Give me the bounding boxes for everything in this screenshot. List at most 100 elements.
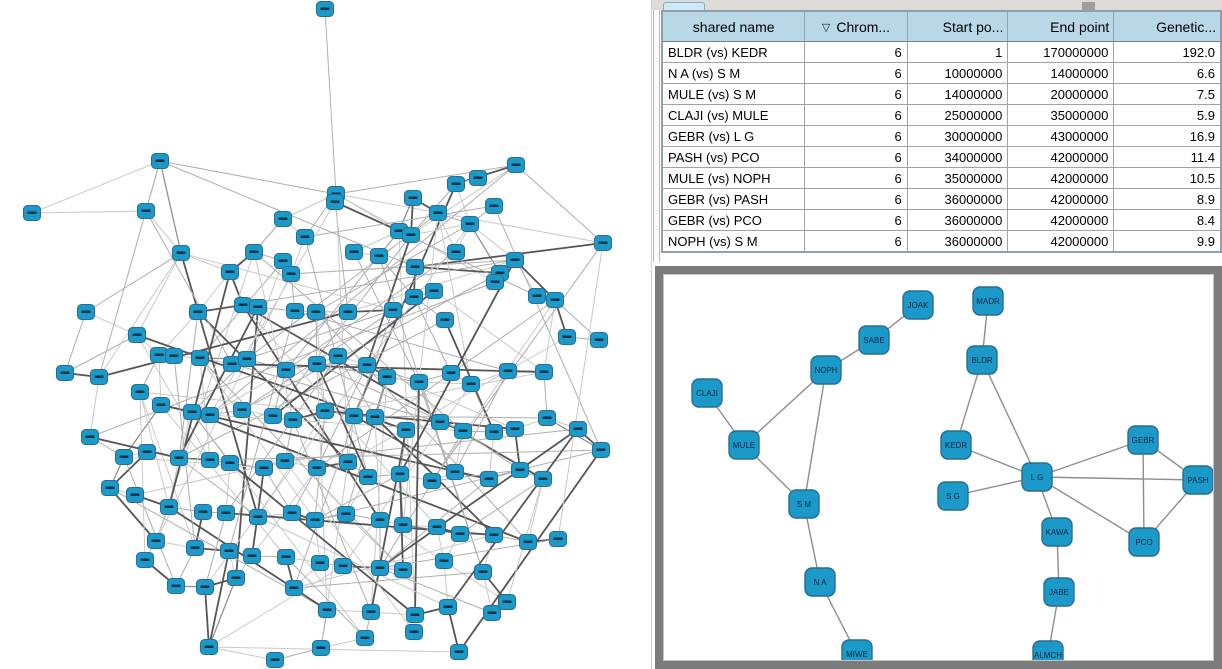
network-node[interactable] [196,579,214,595]
network-node[interactable] [592,442,610,458]
table-scrollbar-track[interactable] [653,10,660,262]
network-node[interactable] [507,157,525,173]
subnetwork-node[interactable]: CLAJI [691,378,723,408]
network-node[interactable] [549,531,567,547]
cell-value[interactable]: 6 [804,83,908,105]
table-row[interactable]: MULE (vs) S M 6 14000000 20000000 7.5 [661,83,1222,105]
network-node[interactable] [238,351,256,367]
network-node[interactable] [486,274,504,290]
network-node[interactable] [506,252,524,268]
subnetwork-edge[interactable] [1036,476,1199,481]
cell-value[interactable]: 42000000 [1007,188,1115,210]
cell-shared-name[interactable]: BLDR (vs) KEDR [661,41,806,63]
table-row[interactable]: GEBR (vs) PCO 6 36000000 42000000 8.4 [661,209,1222,231]
network-node[interactable] [339,454,357,470]
network-node[interactable] [81,429,99,445]
network-node[interactable] [194,504,212,520]
network-node[interactable] [358,357,376,373]
network-node[interactable] [283,505,301,521]
splitter-grip[interactable] [1082,2,1095,10]
network-node[interactable] [249,509,267,525]
network-node[interactable] [485,198,503,214]
network-node[interactable] [345,408,363,424]
subnetwork-node[interactable]: S G [937,481,969,511]
cell-shared-name[interactable]: MULE (vs) NOPH [661,167,806,189]
network-node[interactable] [220,543,238,559]
cell-value[interactable]: 9.9 [1113,230,1222,253]
cell-shared-name[interactable]: GEBR (vs) PASH [661,188,806,210]
table-row[interactable]: CLAJI (vs) MULE 6 25000000 35000000 5.9 [661,104,1222,126]
network-node[interactable] [277,362,295,378]
network-node[interactable] [326,194,344,210]
subnetwork-canvas[interactable]: JOAK MADR SABE NOPH BLDR CLAJI MULE KEDR GEBR S M… [664,275,1213,660]
cell-value[interactable]: 8.4 [1113,209,1222,231]
cell-value[interactable]: 8.9 [1113,188,1222,210]
cell-value[interactable]: 42000000 [1007,146,1115,168]
network-node[interactable] [337,506,355,522]
network-node[interactable] [223,356,241,372]
subnetwork-node[interactable]: SABE [858,325,890,355]
network-node[interactable] [406,607,424,623]
network-node[interactable] [569,421,587,437]
cell-value[interactable]: 42000000 [1007,230,1115,253]
network-node[interactable] [56,365,74,381]
network-node[interactable] [371,512,389,528]
subnetwork-edge[interactable] [1036,439,1144,478]
column-header-chrom[interactable]: ▽ Chrom... [804,10,908,42]
network-node[interactable] [362,604,380,620]
network-node[interactable] [201,452,219,468]
cell-value[interactable]: 42000000 [1007,167,1115,189]
network-node[interactable] [454,423,472,439]
network-node[interactable] [334,558,352,574]
network-node[interactable] [186,540,204,556]
network-node[interactable] [131,384,149,400]
network-node[interactable] [469,170,487,186]
main-network-canvas[interactable] [0,0,651,669]
network-node[interactable] [356,630,374,646]
network-node[interactable] [276,453,294,469]
network-node[interactable] [255,460,273,476]
network-node[interactable] [546,292,564,308]
network-node[interactable] [286,303,304,319]
network-node[interactable] [312,640,330,656]
cell-shared-name[interactable]: CLAJI (vs) MULE [661,104,806,126]
network-node[interactable] [307,304,325,320]
subnetwork-node[interactable]: JABE [1043,577,1075,607]
network-node[interactable] [150,347,168,363]
network-node[interactable] [404,190,422,206]
column-header-sharedname[interactable]: shared name [661,10,806,42]
cell-shared-name[interactable]: MULE (vs) S M [661,83,806,105]
subnetwork-edge[interactable] [1142,439,1145,543]
cell-value[interactable]: 36000000 [906,209,1009,231]
cell-value[interactable]: 5.9 [1113,104,1222,126]
network-node[interactable] [101,480,119,496]
network-node[interactable] [77,304,95,320]
cell-value[interactable]: 36000000 [906,188,1009,210]
network-node[interactable] [366,409,384,425]
network-node[interactable] [221,264,239,280]
network-node[interactable] [311,555,329,571]
cell-value[interactable]: 6 [804,146,908,168]
cell-value[interactable]: 42000000 [1007,209,1115,231]
subnetwork-node[interactable]: MULE [728,430,760,460]
network-node[interactable] [191,350,209,366]
cell-value[interactable]: 14000000 [906,83,1009,105]
network-node[interactable] [450,644,468,660]
network-node[interactable] [519,534,537,550]
network-node[interactable] [431,414,449,430]
cell-value[interactable]: 6 [804,209,908,231]
network-node[interactable] [447,244,465,260]
subnetwork-node[interactable]: GEBR [1127,425,1159,455]
cell-value[interactable]: 25000000 [906,104,1009,126]
column-header-genetic[interactable]: Genetic... [1113,10,1222,42]
table-row[interactable]: N A (vs) S M 6 10000000 14000000 6.6 [661,62,1222,84]
network-node[interactable] [274,211,292,227]
subnetwork-node[interactable]: KAWA [1041,517,1073,547]
network-node[interactable] [391,466,409,482]
network-node[interactable] [480,471,498,487]
network-node[interactable] [485,424,503,440]
cell-shared-name[interactable]: GEBR (vs) L G [661,125,806,147]
table-row[interactable]: GEBR (vs) PASH 6 36000000 42000000 8.9 [661,188,1222,210]
subnetwork-node[interactable]: JOAK [902,290,934,320]
network-node[interactable] [234,297,252,313]
